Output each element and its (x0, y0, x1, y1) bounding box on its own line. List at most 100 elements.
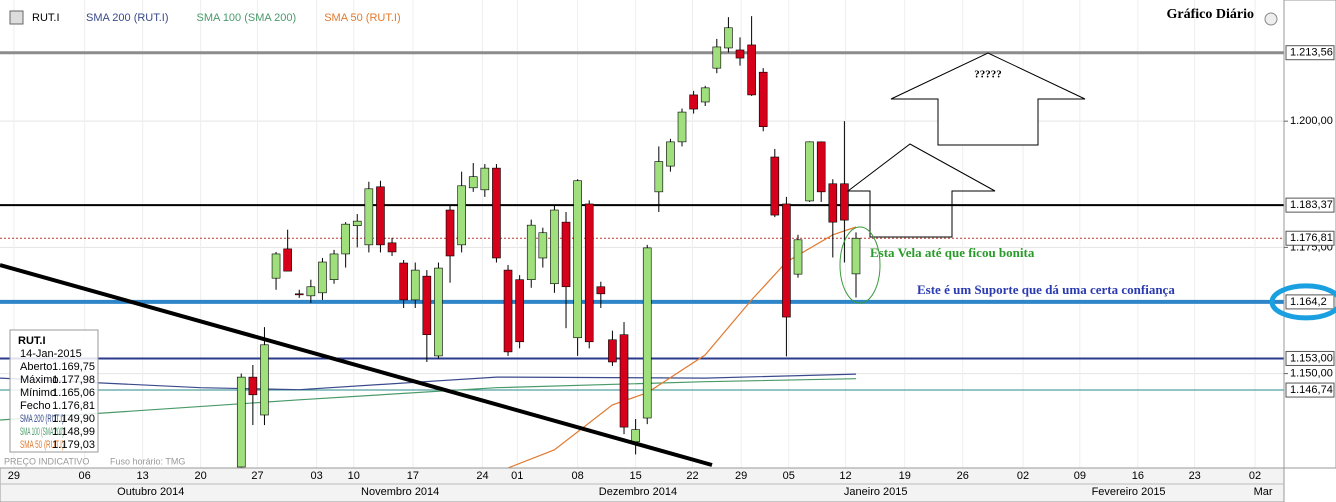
highlight-ellipse (1269, 283, 1336, 321)
price-label-box (1285, 382, 1335, 398)
sma-line (507, 226, 857, 469)
candle-body (294, 293, 304, 296)
y-tick-label: 1.200,00 (1290, 115, 1333, 127)
info-label: SMA 100 (SMA 200) (20, 426, 64, 438)
x-tick-label: 02 (1249, 470, 1261, 482)
x-tick-label: 13 (137, 470, 149, 482)
arrow-shape (846, 143, 996, 238)
legend-entry[interactable]: SMA 50 (RUT.I) (324, 12, 400, 24)
info-label: Mínimo (20, 387, 56, 399)
symbol-icon[interactable] (9, 10, 24, 25)
candle-body (573, 180, 582, 339)
price-label: 1.153,00 (1290, 352, 1333, 364)
candle-body (480, 167, 490, 191)
sma-line (0, 378, 857, 421)
x-tick-label: 23 (1189, 470, 1201, 482)
candle-body (399, 262, 408, 301)
x-tick-label: 20 (195, 470, 207, 482)
candle-body (260, 344, 269, 416)
candle-body (364, 188, 374, 246)
candle-body (376, 186, 385, 246)
candle-body (468, 176, 478, 189)
candle-body (805, 141, 814, 202)
month-label: Fevereiro 2015 (1092, 486, 1166, 498)
candle-body (387, 242, 397, 253)
info-value: 1.169,75 (52, 361, 95, 373)
info-label: Fecho (20, 400, 51, 412)
info-date: 14-Jan-2015 (20, 348, 82, 360)
x-tick-label: 06 (79, 470, 91, 482)
x-tick-label: 12 (839, 470, 851, 482)
legend: SMA 200 (RUT.I) SMA 100 (SMA 200) SMA 50 (… (86, 12, 401, 24)
arrow-shape (890, 52, 1086, 146)
price-label: 1.213,56 (1290, 47, 1333, 59)
sma-line (0, 373, 857, 391)
candle-body (689, 94, 698, 110)
candle-body (816, 141, 826, 193)
x-tick-label: 15 (629, 470, 641, 482)
x-tick-label: 26 (957, 470, 969, 482)
x-tick-label: 29 (735, 470, 747, 482)
price-label-box (1285, 45, 1335, 61)
candle-body (758, 71, 768, 128)
month-label: Outubro 2014 (117, 486, 184, 498)
x-tick-label: 01 (511, 470, 523, 482)
candle-body (735, 49, 745, 59)
x-tick-label: 17 (407, 470, 419, 482)
candle-body (631, 429, 640, 443)
candle-body (608, 339, 617, 363)
price-label-box (1285, 197, 1335, 213)
candle-body (492, 167, 501, 259)
info-value: 1.148,99 (52, 426, 95, 438)
x-tick-label: 08 (572, 470, 584, 482)
candle-body (236, 376, 246, 468)
month-label: Novembro 2014 (361, 486, 439, 498)
candle-body (851, 237, 861, 275)
x-tick-label: 03 (311, 470, 323, 482)
candle-body (341, 223, 350, 255)
annotation: Este é um Suporte que dá uma certa confi… (917, 282, 1175, 297)
trend-line (0, 263, 713, 467)
candle-body (283, 248, 292, 272)
info-label: Aberto (20, 361, 52, 373)
legend-symbol[interactable]: RUT.I (32, 12, 60, 24)
candle-body (538, 232, 548, 259)
legend-entry[interactable]: SMA 200 (RUT.I) (86, 12, 169, 24)
candle-body (457, 185, 466, 246)
candle-body (712, 46, 722, 69)
candle-body (840, 183, 849, 221)
candle-body (666, 141, 675, 167)
candle-body (550, 209, 559, 285)
x-tick-label: 10 (348, 470, 360, 482)
candle-body (503, 269, 513, 353)
footer-note: Fuso horário: TMG (110, 456, 185, 466)
x-tick-label: 27 (251, 470, 263, 482)
candle-body (584, 203, 594, 343)
info-value: 1.165,06 (52, 387, 95, 399)
clock-icon[interactable] (1264, 12, 1278, 26)
info-label: SMA 50 (RUT.I) (20, 439, 64, 451)
candle-body (793, 239, 803, 275)
price-label-box (1285, 230, 1335, 246)
candle-body (306, 286, 316, 297)
plot (0, 16, 1284, 470)
info-value: 1.179,03 (52, 439, 95, 451)
x-tick-label: 29 (8, 470, 20, 482)
candle-body (654, 161, 664, 193)
chart-title: Gráfico Diário (1167, 7, 1254, 22)
annotation: ????? (974, 69, 1002, 81)
y-tick-label: 1.150,00 (1290, 367, 1333, 379)
price-label-box (1285, 294, 1335, 310)
price-label: 1.183,37 (1290, 199, 1333, 211)
x-tick-label: 24 (476, 470, 488, 482)
info-box-frame (9, 329, 99, 453)
legend-entry[interactable]: SMA 100 (SMA 200) (197, 12, 297, 24)
info-symbol: RUT.I (18, 335, 46, 347)
footer-note: PREÇO INDICATIVO (4, 456, 89, 466)
candle-body (642, 247, 652, 419)
candle-body (782, 203, 791, 318)
